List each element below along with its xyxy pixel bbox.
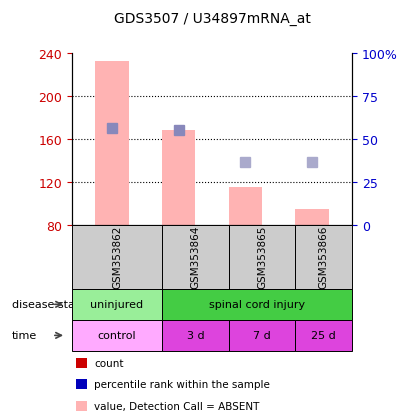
Bar	[162, 131, 195, 225]
Text: control: control	[98, 330, 136, 341]
Text: value, Detection Call = ABSENT: value, Detection Call = ABSENT	[94, 401, 259, 411]
Text: 25 d: 25 d	[311, 330, 336, 341]
Text: GSM353866: GSM353866	[319, 225, 329, 289]
Bar	[295, 209, 329, 225]
Text: 7 d: 7 d	[253, 330, 271, 341]
Text: GDS3507 / U34897mRNA_at: GDS3507 / U34897mRNA_at	[114, 12, 310, 26]
Text: count: count	[94, 358, 124, 368]
Bar	[95, 62, 129, 225]
Text: percentile rank within the sample: percentile rank within the sample	[94, 380, 270, 389]
Text: 3 d: 3 d	[186, 330, 204, 341]
Bar	[229, 188, 262, 225]
Text: disease state: disease state	[12, 299, 86, 310]
Text: time: time	[12, 330, 37, 341]
Text: GSM353864: GSM353864	[190, 225, 200, 289]
Text: uninjured: uninjured	[90, 299, 144, 310]
Text: GSM353865: GSM353865	[257, 225, 267, 289]
Text: spinal cord injury: spinal cord injury	[209, 299, 305, 310]
Text: GSM353862: GSM353862	[112, 225, 122, 289]
